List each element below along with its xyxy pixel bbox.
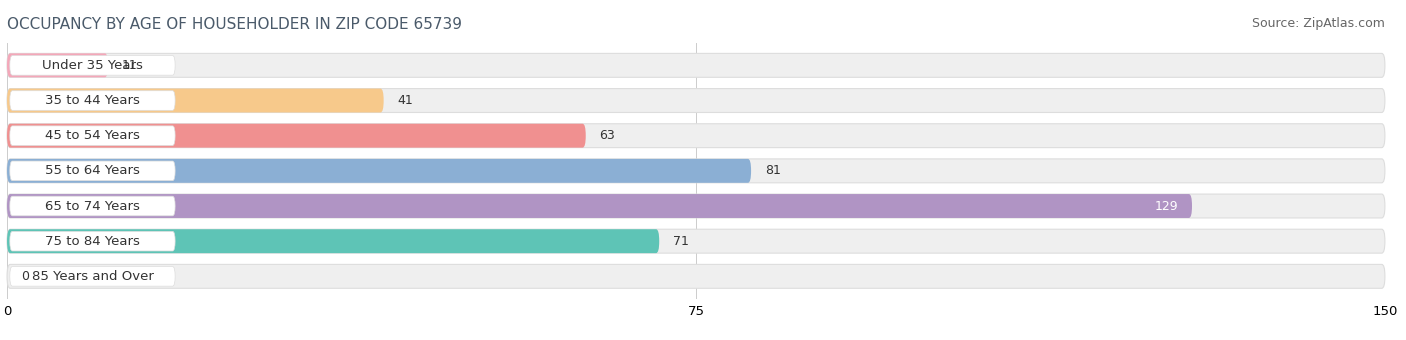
Text: 75 to 84 Years: 75 to 84 Years bbox=[45, 235, 139, 248]
FancyBboxPatch shape bbox=[7, 159, 1385, 183]
Text: 129: 129 bbox=[1154, 200, 1178, 212]
Text: 65 to 74 Years: 65 to 74 Years bbox=[45, 200, 139, 212]
FancyBboxPatch shape bbox=[7, 159, 751, 183]
FancyBboxPatch shape bbox=[7, 124, 586, 148]
FancyBboxPatch shape bbox=[10, 232, 176, 251]
FancyBboxPatch shape bbox=[7, 229, 659, 253]
FancyBboxPatch shape bbox=[7, 53, 108, 77]
Text: 63: 63 bbox=[599, 129, 616, 142]
Text: 0: 0 bbox=[21, 270, 28, 283]
FancyBboxPatch shape bbox=[7, 265, 1385, 288]
Text: Source: ZipAtlas.com: Source: ZipAtlas.com bbox=[1251, 17, 1385, 30]
Text: Under 35 Years: Under 35 Years bbox=[42, 59, 143, 72]
FancyBboxPatch shape bbox=[7, 229, 1385, 253]
Text: 35 to 44 Years: 35 to 44 Years bbox=[45, 94, 139, 107]
Text: 45 to 54 Years: 45 to 54 Years bbox=[45, 129, 139, 142]
FancyBboxPatch shape bbox=[7, 53, 1385, 77]
FancyBboxPatch shape bbox=[10, 91, 176, 110]
Text: OCCUPANCY BY AGE OF HOUSEHOLDER IN ZIP CODE 65739: OCCUPANCY BY AGE OF HOUSEHOLDER IN ZIP C… bbox=[7, 17, 463, 32]
FancyBboxPatch shape bbox=[7, 194, 1385, 218]
FancyBboxPatch shape bbox=[10, 196, 176, 216]
FancyBboxPatch shape bbox=[10, 55, 176, 75]
Text: 85 Years and Over: 85 Years and Over bbox=[31, 270, 153, 283]
Text: 81: 81 bbox=[765, 164, 780, 177]
Text: 71: 71 bbox=[673, 235, 689, 248]
Text: 55 to 64 Years: 55 to 64 Years bbox=[45, 164, 139, 177]
FancyBboxPatch shape bbox=[10, 267, 176, 286]
FancyBboxPatch shape bbox=[7, 194, 1192, 218]
FancyBboxPatch shape bbox=[10, 161, 176, 181]
FancyBboxPatch shape bbox=[7, 88, 1385, 113]
FancyBboxPatch shape bbox=[7, 88, 384, 113]
Text: 11: 11 bbox=[122, 59, 138, 72]
FancyBboxPatch shape bbox=[10, 126, 176, 146]
Text: 41: 41 bbox=[398, 94, 413, 107]
FancyBboxPatch shape bbox=[7, 124, 1385, 148]
